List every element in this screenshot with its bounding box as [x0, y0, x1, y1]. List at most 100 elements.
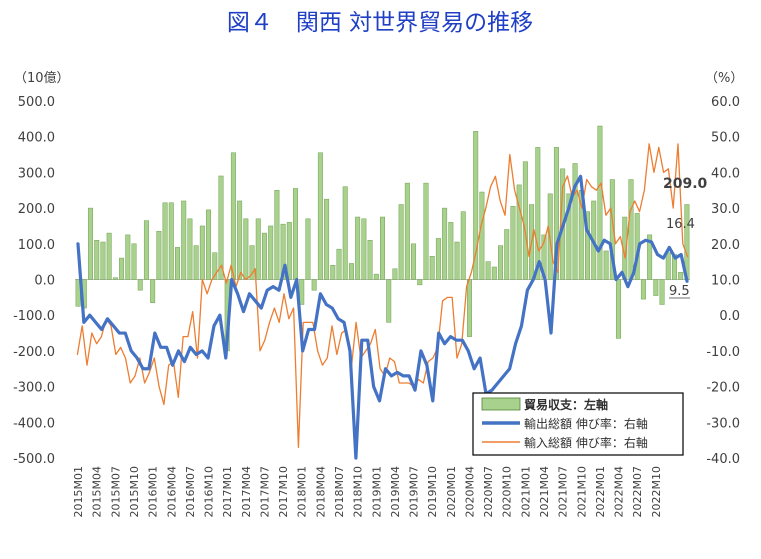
- balance-bar: [448, 222, 454, 280]
- x-tick-label: 2020M01: [445, 466, 458, 517]
- x-tick-label: 2017M10: [277, 466, 290, 517]
- x-tick-label: 2015M01: [72, 466, 85, 517]
- balance-bar: [466, 279, 472, 337]
- import-growth-line: [76, 143, 689, 448]
- balance-bar: [597, 125, 603, 280]
- x-tick-label: 2017M07: [258, 466, 271, 517]
- balance-bar: [572, 163, 578, 280]
- balance-bar: [442, 207, 448, 280]
- x-tick-label: 2020M07: [482, 466, 495, 517]
- balance-bar: [199, 225, 205, 280]
- balance-bar: [131, 243, 137, 280]
- x-tick-label: 2019M04: [389, 466, 402, 517]
- x-tick-label: 2022M04: [613, 466, 626, 517]
- x-tick-label: 2018M04: [314, 466, 327, 517]
- x-tick-label: 2022M07: [631, 466, 644, 517]
- balance-bar: [678, 272, 684, 280]
- balance-bar: [206, 209, 212, 280]
- balance-bar: [324, 198, 330, 280]
- left-tick-label: 400.0: [18, 131, 55, 146]
- balance-bar: [193, 245, 199, 280]
- balance-bar: [386, 279, 392, 323]
- balance-bar: [88, 207, 94, 280]
- balance-bar: [293, 188, 299, 280]
- right-tick-label: -40.0: [706, 452, 740, 467]
- x-tick-label: 2021M07: [557, 466, 570, 517]
- x-tick-label: 2015M07: [109, 466, 122, 517]
- balance-bar: [299, 279, 305, 305]
- left-tick-label: 200.0: [18, 202, 55, 217]
- left-tick-label: 0.0: [34, 274, 55, 289]
- balance-bar: [647, 234, 653, 280]
- balance-bar: [230, 152, 236, 280]
- right-tick-label: -10.0: [706, 345, 740, 360]
- balance-bar: [423, 182, 429, 280]
- x-tick-label: 2017M01: [221, 466, 234, 517]
- balance-bar: [274, 190, 280, 280]
- x-tick-label: 2022M10: [650, 466, 663, 517]
- right-tick-label: 40.0: [711, 166, 740, 181]
- balance-bar: [175, 247, 180, 280]
- balance-bar: [535, 147, 541, 280]
- balance-bar: [454, 241, 460, 280]
- right-axis-unit: （%）: [705, 71, 743, 86]
- left-tick-label: -400.0: [13, 416, 55, 431]
- right-tick-label: 10.0: [711, 274, 740, 289]
- balance-bar: [460, 211, 466, 280]
- balance-bar: [342, 186, 348, 280]
- balance-bar: [305, 218, 311, 280]
- balance-bar: [355, 216, 361, 280]
- left-tick-label: 100.0: [18, 238, 55, 253]
- x-tick-label: 2019M07: [408, 466, 421, 517]
- x-tick-label: 2015M10: [128, 466, 141, 517]
- balance-bar: [585, 211, 590, 280]
- balance-bar: [435, 238, 441, 280]
- x-tick-label: 2016M07: [184, 466, 197, 517]
- balance-bar: [411, 243, 417, 280]
- balance-bar: [261, 232, 267, 280]
- balance-bar: [616, 279, 622, 339]
- balance-bar: [659, 279, 665, 305]
- balance-bar: [237, 200, 243, 280]
- balance-bar: [156, 231, 162, 280]
- legend-label-export: 輸出総額 伸び率：右軸: [524, 416, 648, 431]
- balance-bar: [603, 250, 609, 280]
- right-tick-label: -20.0: [706, 381, 740, 396]
- balance-bar: [106, 232, 112, 280]
- balance-bar: [168, 202, 174, 280]
- balance-bar: [491, 266, 497, 280]
- left-tick-label: -300.0: [13, 381, 55, 396]
- balance-bar: [640, 279, 646, 300]
- left-tick-label: -100.0: [13, 309, 55, 324]
- legend: 貿易収支：左軸 輸出総額 伸び率：右軸 輸入総額 伸び率：右軸: [472, 392, 684, 456]
- balance-bar: [417, 279, 423, 286]
- chart-title: 図４ 関西 対世界貿易の推移: [227, 10, 533, 36]
- balance-bar: [380, 216, 385, 280]
- x-tick-label: 2016M10: [203, 466, 216, 517]
- balance-bar: [311, 279, 317, 291]
- balance-bar: [516, 184, 522, 280]
- plot-area: 500.0 400.0 300.0 200.0 100.0 0.0 -100.0 -200.0…: [13, 95, 740, 517]
- balance-bar: [119, 257, 125, 280]
- balance-bar: [522, 161, 528, 280]
- balance-bar: [392, 268, 398, 280]
- legend-label-import: 輸入総額 伸び率：右軸: [524, 435, 648, 450]
- balance-bar: [249, 245, 255, 280]
- balance-bar: [398, 204, 404, 280]
- left-tick-label: -200.0: [13, 345, 55, 360]
- balance-bar: [94, 239, 100, 280]
- balance-bar: [609, 179, 615, 280]
- x-tick-label: 2020M04: [463, 466, 476, 517]
- balance-bar: [268, 225, 274, 280]
- balance-bar: [429, 256, 435, 280]
- balance-bar: [653, 279, 659, 296]
- right-tick-label: 20.0: [711, 238, 740, 253]
- left-tick-label: 500.0: [18, 95, 55, 110]
- balance-bar: [498, 245, 504, 280]
- x-tick-label: 2018M10: [352, 466, 365, 517]
- balance-bar: [162, 202, 168, 280]
- x-tick-label: 2015M04: [91, 466, 104, 517]
- x-tick-label: 2021M10: [575, 466, 588, 517]
- left-axis-unit: （10億）: [14, 70, 70, 86]
